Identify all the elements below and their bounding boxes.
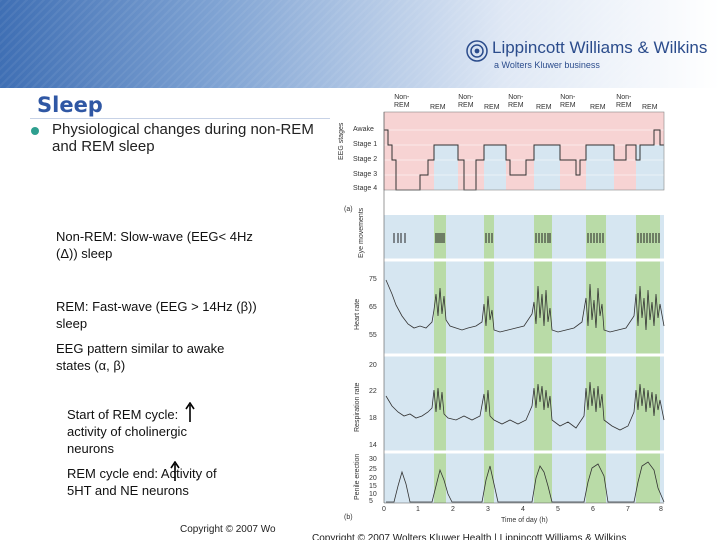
eeg-level-label: Stage 1 [353,141,378,148]
note-rem: REM: Fast-wave (EEG > 14Hz (β)) sleep [56,299,257,331]
slide-title: Sleep [37,93,103,117]
rem-band [434,145,458,190]
rem-band [586,145,614,190]
penile-tick: 10 [369,491,377,498]
x-tick: 0 [382,506,386,513]
sleep-figure-graphic [383,111,665,504]
physiology-panel-bg [384,215,664,503]
penile-tick: 20 [369,475,377,482]
up-arrow-icon [185,402,195,422]
eye-movements-title: Eye movements [358,207,365,258]
footer-copyright-right: Copyright © 2007 Wolters Kluwer Health |… [312,533,627,540]
x-axis-title: Time of day (h) [501,517,548,524]
note-eeg-pattern: EEG pattern similar to awake states (α, … [56,341,225,373]
rem-band [636,215,660,503]
rem-band [586,215,606,503]
stage-header: REM [590,104,606,111]
rem-band [534,145,560,190]
x-tick: 6 [591,506,595,513]
x-tick: 2 [451,506,455,513]
stage-header: Non- REM [508,94,524,109]
stage-header: REM [484,104,500,111]
heart-rate-tick: 65 [369,304,377,311]
rem-band [434,215,446,503]
eeg-panel-bg [384,112,664,190]
publisher-mark-icon [466,40,488,62]
note-nonrem: Non-REM: Slow-wave (EEG< 4Hz (Δ)) sleep [56,229,253,261]
stage-header: Non- REM [394,94,410,109]
stage-header: REM [430,104,446,111]
rem-band [534,215,552,503]
stage-header: Non- REM [458,94,474,109]
eeg-axis-title: EEG stages [338,122,345,160]
x-tick: 7 [626,506,630,513]
heart-rate-trace [385,279,665,333]
rem-band [636,145,664,190]
eeg-level-label: Stage 2 [353,156,378,163]
publisher-logo: Lippincott Williams & Wilkins a Wolters … [466,38,716,78]
heart-rate-tick: 75 [369,276,377,283]
respiration-tick: 22 [369,388,377,395]
penile-tick: 5 [369,498,373,505]
heart-rate-tick: 55 [369,332,377,339]
stage-header: REM [536,104,552,111]
bullet-text: Physiological changes during non-REM and… [52,121,314,155]
penile-erection-trace [386,461,665,503]
publisher-subtitle: a Wolters Kluwer business [494,60,600,70]
respiration-tick: 18 [369,415,377,422]
bullet-dot-icon [31,127,39,135]
publisher-name: Lippincott Williams & Wilkins [492,38,708,57]
rem-band [484,145,506,190]
stage-header: REM [642,104,658,111]
heart-rate-title: Heart rate [354,298,361,330]
footer-copyright-left: Copyright © 2007 Wo [180,524,276,535]
note-rem-start: Start of REM cycle: activity of choliner… [67,407,187,456]
x-tick: 4 [521,506,525,513]
panel-b-label: (b) [344,514,353,521]
penile-tick: 15 [369,483,377,490]
respiration-tick: 14 [369,442,377,449]
eeg-level-label: Awake [353,126,374,133]
x-tick: 1 [416,506,420,513]
stage-header: Non- REM [560,94,576,109]
eye-movement-ticks [393,233,660,243]
respiration-tick: 20 [369,362,377,369]
sleep-figure: Non- REM REM Non- REM REM Non- REM REM Non-… [336,90,720,530]
respiration-trace [385,381,665,431]
penile-tick: 30 [369,456,377,463]
note-rem-end: REM cycle end: Activity of 5HT and NE ne… [67,466,217,498]
penile-erection-title: Penile erection [354,453,361,500]
eeg-level-label: Stage 4 [353,185,378,192]
rem-band [484,215,494,503]
up-arrow-icon [170,461,180,481]
respiration-title: Respiration rate [354,382,361,432]
stage-header: Non- REM [616,94,632,109]
eeg-level-label: Stage 3 [353,171,378,178]
x-tick: 8 [659,506,663,513]
x-tick: 5 [556,506,560,513]
title-divider [30,118,330,119]
x-tick: 3 [486,506,490,513]
eeg-hypnogram-line [384,129,664,191]
header-band [0,0,720,88]
panel-a-label: (a) [344,206,353,213]
penile-tick: 25 [369,466,377,473]
